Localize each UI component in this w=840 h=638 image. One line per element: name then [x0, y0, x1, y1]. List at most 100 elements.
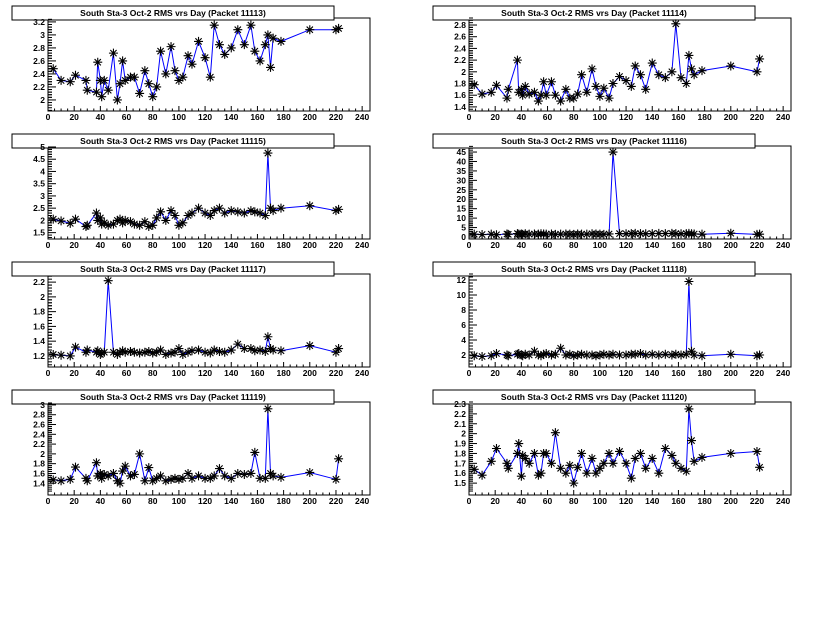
data-point — [263, 30, 273, 40]
data-point — [129, 469, 139, 479]
data-point — [502, 93, 512, 103]
data-point — [209, 471, 219, 481]
y-tick-label: 40 — [457, 156, 467, 166]
chart-panel: South Sta-3 Oct-2 RMS vrs Day (Packet 11… — [11, 261, 371, 378]
data-point — [178, 349, 188, 359]
data-point — [671, 349, 681, 359]
data-point — [115, 347, 125, 357]
data-point — [156, 46, 166, 56]
y-tick-label: 3 — [40, 400, 45, 410]
x-tick-label: 240 — [776, 368, 790, 378]
data-point — [587, 350, 597, 360]
data-point — [148, 476, 158, 486]
x-tick-label: 160 — [250, 496, 264, 506]
data-point — [595, 463, 605, 473]
data-point — [536, 351, 546, 361]
x-tick-label: 120 — [619, 496, 633, 506]
x-tick-label: 120 — [619, 240, 633, 250]
chart-panel: South Sta-3 Oct-2 RMS vrs Day (Packet 11… — [432, 133, 792, 250]
x-tick-label: 80 — [148, 368, 158, 378]
data-point — [689, 456, 699, 466]
data-point — [641, 350, 651, 360]
y-tick-label: 2 — [40, 449, 45, 459]
data-point — [246, 344, 256, 354]
data-point — [684, 277, 694, 286]
data-point — [486, 229, 496, 239]
data-point — [697, 66, 707, 76]
data-point — [263, 404, 273, 414]
x-tick-label: 160 — [250, 240, 264, 250]
data-point — [91, 87, 101, 97]
data-point — [260, 40, 270, 50]
x-tick-label: 0 — [46, 496, 51, 506]
x-tick-label: 0 — [46, 240, 51, 250]
x-tick-label: 100 — [172, 240, 186, 250]
x-tick-label: 0 — [467, 368, 472, 378]
data-point — [166, 348, 176, 358]
y-tick-label: 4 — [461, 335, 466, 345]
data-point — [205, 473, 215, 483]
data-point — [108, 48, 118, 58]
x-tick-label: 120 — [198, 240, 212, 250]
y-tick-label: 1.5 — [454, 478, 466, 488]
data-point — [82, 220, 92, 230]
y-tick-label: 4 — [40, 166, 45, 176]
x-tick-label: 0 — [46, 368, 51, 378]
data-point — [166, 42, 176, 52]
data-point — [239, 40, 249, 50]
data-point — [469, 80, 479, 90]
data-point — [469, 229, 479, 239]
data-point — [681, 349, 691, 359]
data-point — [503, 351, 513, 361]
data-point — [621, 458, 631, 468]
data-point — [170, 347, 180, 357]
data-point — [491, 80, 501, 90]
data-point — [755, 462, 765, 472]
data-point — [144, 79, 154, 89]
x-tick-label: 120 — [198, 112, 212, 122]
data-point — [156, 471, 166, 481]
data-point — [200, 208, 210, 218]
data-point — [635, 448, 645, 458]
series-line — [52, 25, 339, 100]
x-tick-label: 240 — [776, 240, 790, 250]
data-point — [654, 468, 664, 478]
x-tick-label: 40 — [517, 240, 527, 250]
x-tick-label: 200 — [303, 240, 317, 250]
chart-title: South Sta-3 Oct-2 RMS vrs Day (Packet 11… — [80, 264, 266, 274]
data-point — [103, 85, 113, 95]
y-tick-label: 45 — [457, 147, 467, 157]
x-tick-label: 220 — [329, 368, 343, 378]
data-point — [569, 478, 579, 488]
data-point — [103, 220, 113, 230]
y-tick-label: 0 — [461, 232, 466, 242]
data-point — [91, 208, 101, 218]
x-tick-label: 120 — [619, 112, 633, 122]
y-tick-label: 1.8 — [454, 79, 466, 89]
data-point — [152, 213, 162, 223]
data-point — [239, 469, 249, 479]
data-point — [214, 40, 224, 50]
data-point — [577, 229, 587, 239]
data-point — [255, 345, 265, 355]
data-point — [166, 206, 176, 216]
data-point — [95, 468, 105, 478]
data-point — [630, 453, 640, 463]
data-point — [529, 346, 539, 356]
data-point — [260, 211, 270, 221]
data-point — [503, 84, 513, 94]
x-tick-label: 220 — [750, 368, 764, 378]
data-point — [200, 53, 210, 63]
data-point — [514, 349, 524, 358]
chart-title: South Sta-3 Oct-2 RMS vrs Day (Packet 11… — [501, 8, 687, 18]
y-tick-label: 3.5 — [33, 179, 45, 189]
x-tick-label: 20 — [490, 496, 500, 506]
y-tick-label: 2.4 — [33, 429, 45, 439]
series-line — [53, 153, 339, 228]
data-point — [120, 215, 130, 225]
y-tick-label: 1.6 — [33, 321, 45, 331]
data-point — [536, 468, 546, 478]
data-point — [70, 462, 80, 472]
x-tick-label: 20 — [69, 368, 79, 378]
x-tick-label: 140 — [645, 240, 659, 250]
